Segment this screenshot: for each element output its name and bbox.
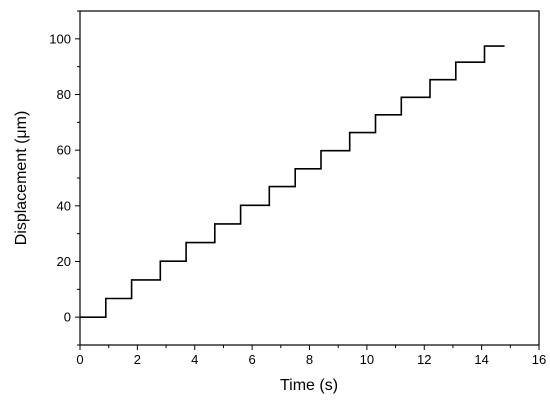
- x-tick-label: 12: [417, 352, 431, 367]
- y-axis-title: Displacement (μm): [13, 111, 30, 246]
- x-axis: 0 2 4 6 8 10 12 14 16: [76, 345, 546, 367]
- x-tick-label: 6: [249, 352, 256, 367]
- x-tick-label: 0: [76, 352, 83, 367]
- y-tick-label: 80: [57, 87, 71, 102]
- y-tick-label: 40: [57, 198, 71, 213]
- plot-frame: [79, 10, 540, 346]
- y-axis: 0 20 40 60 80 100: [49, 10, 80, 346]
- x-tick-label: 2: [134, 352, 141, 367]
- x-tick-label: 8: [306, 352, 313, 367]
- axes-frame: [79, 10, 540, 346]
- x-tick-label: 4: [191, 352, 198, 367]
- x-tick-label: 14: [474, 352, 488, 367]
- x-tick-label: 10: [360, 352, 374, 367]
- series-line: [80, 45, 505, 318]
- y-tick-label: 20: [57, 254, 71, 269]
- y-tick-label: 0: [64, 310, 71, 325]
- y-tick-label: 60: [57, 143, 71, 158]
- x-axis-title: Time (s): [280, 377, 338, 394]
- y-tick-label: 100: [49, 31, 71, 46]
- x-tick-label: 16: [532, 352, 546, 367]
